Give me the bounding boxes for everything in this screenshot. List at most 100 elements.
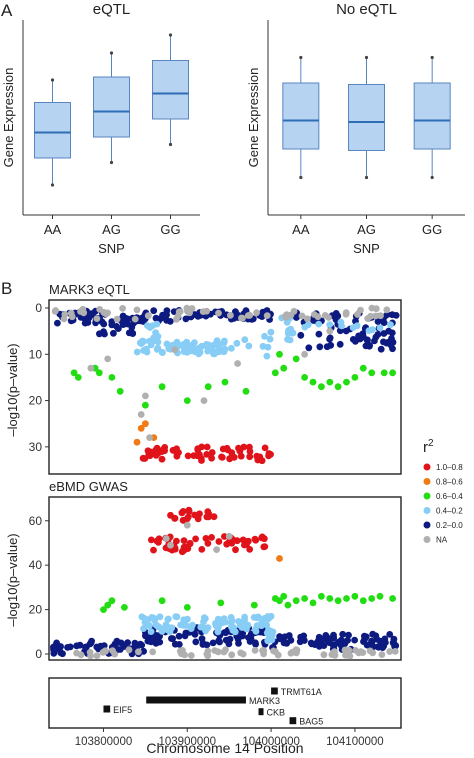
data-point [292,355,300,363]
data-point [221,345,229,353]
data-point [342,310,350,318]
data-point [162,535,170,542]
data-point [183,521,191,529]
data-point [241,613,249,621]
box [152,60,189,120]
data-point [228,617,236,625]
whisker-end-point [109,51,114,55]
panel-label-b: B [1,279,12,298]
data-point [235,444,242,452]
data-point [271,369,279,377]
data-point [154,637,162,645]
data-point [147,628,155,635]
legend-label: 1.0–0.8 [436,463,463,472]
data-point [137,411,145,418]
data-point [175,632,183,640]
legend-swatch [423,463,431,471]
data-point [241,336,249,344]
data-point [215,538,223,545]
data-point [142,632,149,640]
data-point [359,649,367,656]
data-point [225,640,233,648]
plot-frame [48,299,402,475]
data-point [228,651,236,659]
data-point [212,622,220,630]
data-point [351,374,359,381]
data-point [173,537,180,545]
box [34,102,71,159]
data-point [267,451,274,458]
box [282,82,320,150]
data-point [154,338,162,346]
data-point [216,638,224,646]
no-eqtl-boxplot: No eQTL Gene Expression AA AG GG SNP [246,1,465,256]
data-point [228,344,235,352]
data-point [342,651,349,659]
data-point [284,601,292,609]
data-point [332,310,340,317]
data-point [145,450,153,458]
data-point [372,305,380,313]
x-tick-label: GG [160,222,180,237]
data-point [209,639,217,647]
data-point [73,642,81,650]
x-tick-label: 104100000 [326,736,384,748]
data-point [234,360,242,367]
data-point [101,309,108,317]
data-point [139,454,147,462]
data-point [259,342,267,350]
data-point [240,443,248,451]
data-point [66,643,74,651]
data-point [243,621,251,629]
data-point [237,452,245,460]
data-point [251,639,259,647]
chart-title: No eQTL [336,1,397,18]
data-point [214,628,222,636]
y-tick-label: 0 [35,647,42,661]
data-point [204,383,212,391]
data-point [142,420,149,428]
data-point [144,312,152,320]
data-point [303,315,311,323]
data-point [121,314,129,322]
data-point [137,424,145,432]
data-point [143,348,151,356]
whisker-end-point [299,175,303,180]
data-point [194,312,202,320]
gene-track-frame [48,677,402,729]
legend-title: r2 [423,438,434,456]
legend-title-superscript: 2 [428,438,434,449]
data-point [238,314,245,322]
data-point [203,307,211,315]
data-point [305,344,313,352]
data-point [351,636,358,644]
data-point [204,652,212,660]
y-axis-label: –log10(p–value) [5,343,20,436]
data-point [104,601,112,609]
data-point [74,374,82,381]
data-point [210,513,218,521]
data-point [101,330,108,338]
data-point [368,369,376,377]
data-point [203,451,211,458]
data-point [171,514,179,522]
data-point [214,648,222,656]
legend-swatch [423,478,431,485]
data-point [108,374,116,381]
data-point [340,638,347,645]
data-point [104,355,112,363]
data-point [223,444,231,452]
data-point [144,616,152,623]
data-point [171,346,179,354]
box [413,82,451,150]
gene-label: MARK3 [249,696,280,706]
data-point [198,457,205,464]
panel-title: MARK3 eQTL [49,282,130,297]
x-tick-label: AA [292,222,310,237]
data-point [366,342,373,350]
data-point [260,543,268,551]
data-point [175,641,183,648]
data-point [246,453,254,461]
x-tick-label: GG [422,222,442,237]
data-point [163,311,171,319]
